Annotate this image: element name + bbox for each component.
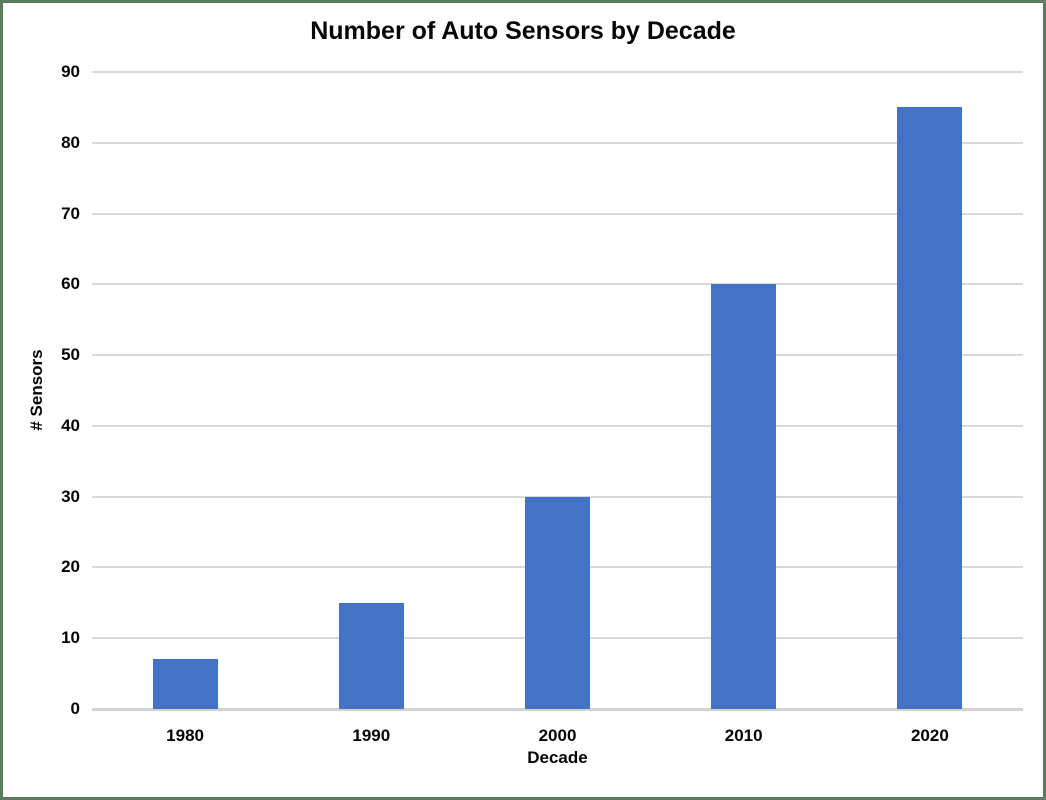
bar-1990 bbox=[338, 602, 404, 709]
y-axis-tick-label: 70 bbox=[61, 203, 80, 223]
y-axis-tick-label: 20 bbox=[61, 557, 80, 577]
x-axis-tick-label: 2020 bbox=[910, 726, 949, 745]
bar-2000 bbox=[525, 496, 590, 709]
gridline-y-60 bbox=[92, 283, 1023, 286]
x-axis-tick-label: 1980 bbox=[166, 726, 204, 745]
y-axis-tick-label: 80 bbox=[61, 132, 80, 152]
x-axis-tick-label: 1990 bbox=[352, 726, 391, 745]
y-axis-tick-label: 40 bbox=[61, 415, 80, 435]
x-axis-tick-label: 2000 bbox=[538, 726, 577, 745]
y-axis-tick-label: 0 bbox=[70, 699, 80, 718]
x-axis-title: Decade bbox=[527, 748, 588, 767]
gridline-y-90 bbox=[92, 71, 1023, 73]
bar-2010 bbox=[711, 284, 777, 709]
bar-1980 bbox=[152, 659, 218, 709]
chart-title: Number of Auto Sensors by Decade bbox=[310, 17, 736, 45]
gridline-y-70 bbox=[92, 212, 1023, 215]
y-axis-tick-label: 90 bbox=[61, 62, 80, 81]
gridline-y-80 bbox=[92, 141, 1023, 144]
plot-area bbox=[92, 71, 1023, 711]
gridline-y-0 bbox=[92, 707, 1023, 711]
y-axis-tick-label: 10 bbox=[61, 628, 80, 648]
gridline-y-40 bbox=[92, 424, 1023, 427]
y-axis-tick-label: 30 bbox=[61, 486, 80, 506]
x-axis-tick-label: 2010 bbox=[724, 726, 763, 745]
y-axis-tick-label: 60 bbox=[61, 274, 80, 294]
bar-2020 bbox=[897, 107, 963, 709]
y-axis-tick-label: 50 bbox=[61, 345, 80, 365]
gridline-y-50 bbox=[92, 354, 1023, 357]
